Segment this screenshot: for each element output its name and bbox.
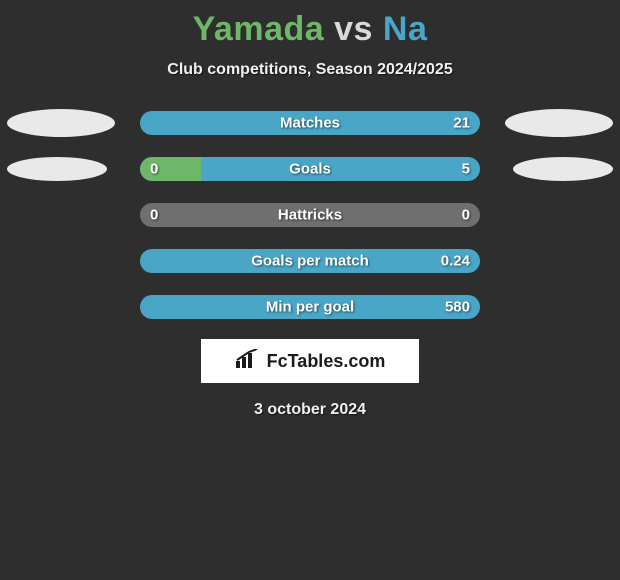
stat-pill: Hattricks 0 0 bbox=[140, 203, 480, 227]
stat-label: Hattricks bbox=[278, 207, 342, 224]
stat-pill: Matches 21 bbox=[140, 111, 480, 135]
stat-row: Min per goal 580 bbox=[0, 293, 620, 321]
stat-row: Matches 21 bbox=[0, 109, 620, 137]
bars-icon bbox=[235, 349, 261, 374]
stat-right-value: 0.24 bbox=[441, 253, 470, 270]
title-player1: Yamada bbox=[193, 10, 325, 48]
stat-right-value: 5 bbox=[462, 161, 470, 178]
stat-right-value: 580 bbox=[445, 299, 470, 316]
stat-left-value: 0 bbox=[150, 207, 158, 224]
stat-label: Matches bbox=[280, 115, 340, 132]
stat-row: Goals 0 5 bbox=[0, 155, 620, 183]
logo-text: FcTables.com bbox=[267, 351, 386, 372]
logo-box: FcTables.com bbox=[201, 339, 419, 383]
player-ellipse-right bbox=[505, 109, 613, 137]
stat-pill: Min per goal 580 bbox=[140, 295, 480, 319]
subtitle: Club competitions, Season 2024/2025 bbox=[0, 61, 620, 79]
stat-row: Hattricks 0 0 bbox=[0, 201, 620, 229]
stat-left-value: 0 bbox=[150, 161, 158, 178]
player-ellipse-left bbox=[7, 109, 115, 137]
date-text: 3 october 2024 bbox=[0, 401, 620, 419]
stat-label: Goals per match bbox=[251, 253, 369, 270]
stat-right-value: 0 bbox=[462, 207, 470, 224]
stat-right-value: 21 bbox=[453, 115, 470, 132]
title-vs: vs bbox=[334, 10, 373, 48]
title: Yamada vs Na bbox=[0, 0, 620, 49]
stats-block: Matches 21 Goals 0 5 Hattricks 0 0 Goals per mat… bbox=[0, 109, 620, 321]
player-ellipse-right bbox=[513, 157, 613, 181]
stat-pill: Goals per match 0.24 bbox=[140, 249, 480, 273]
stat-pill: Goals 0 5 bbox=[140, 157, 480, 181]
stat-label: Goals bbox=[289, 161, 331, 178]
comparison-card: Yamada vs Na Club competitions, Season 2… bbox=[0, 0, 620, 580]
player-ellipse-left bbox=[7, 157, 107, 181]
title-player2: Na bbox=[383, 10, 427, 48]
stat-label: Min per goal bbox=[266, 299, 354, 316]
stat-row: Goals per match 0.24 bbox=[0, 247, 620, 275]
